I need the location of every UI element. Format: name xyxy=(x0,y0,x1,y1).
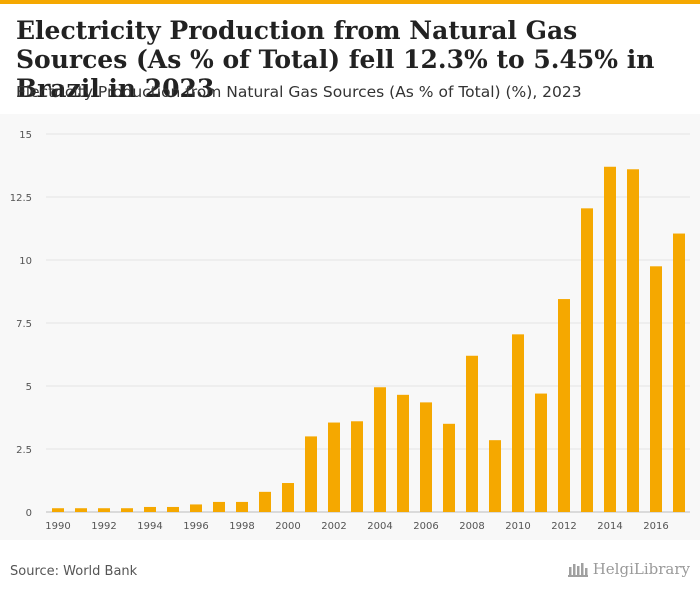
header: Electricity Production from Natural Gas … xyxy=(0,4,700,114)
x-tick-label: 2008 xyxy=(459,521,484,532)
bar-1997 xyxy=(213,501,225,512)
bar-1999 xyxy=(259,491,271,512)
bar-1992 xyxy=(98,508,110,512)
bar-2003 xyxy=(351,421,363,512)
bar-1998 xyxy=(236,501,248,512)
y-tick-label: 0 xyxy=(26,508,32,519)
y-tick-label: 12.5 xyxy=(10,193,32,204)
footer: Source: World Bank HelgiLibrary xyxy=(0,540,700,596)
x-tick-label: 1994 xyxy=(137,521,162,532)
bar-2016 xyxy=(650,266,662,512)
x-tick-label: 2006 xyxy=(413,521,438,532)
bar-2014 xyxy=(604,166,616,512)
bar-2017 xyxy=(673,233,685,512)
bar-2012 xyxy=(558,299,570,512)
bar-2010 xyxy=(512,334,524,512)
bar-2007 xyxy=(443,423,455,512)
chart-area: 0 2.5 5 7.5 10 12.5 15 1990 1992 1994 1996 1998 2000… xyxy=(0,114,700,540)
x-tick-label: 2014 xyxy=(597,521,622,532)
bar-2013 xyxy=(581,208,593,512)
bar-1995 xyxy=(167,506,179,512)
bar-1996 xyxy=(190,504,202,512)
top-accent-bar xyxy=(0,0,700,4)
x-tick-label: 2002 xyxy=(321,521,346,532)
x-tick-label: 2010 xyxy=(505,521,530,532)
bar-1991 xyxy=(75,508,87,512)
bar-2000 xyxy=(282,483,294,512)
chart-subtitle: Electricity Production from Natural Gas … xyxy=(16,83,582,101)
x-tick-label: 2016 xyxy=(643,521,668,532)
y-tick-label: 5 xyxy=(26,382,32,393)
source-label: Source: World Bank xyxy=(10,564,138,579)
library-icon xyxy=(567,563,588,577)
bar-2002 xyxy=(328,422,340,512)
bar-2011 xyxy=(535,393,547,512)
x-tick-label: 1996 xyxy=(183,521,208,532)
x-tick-label: 2004 xyxy=(367,521,392,532)
bar-2008 xyxy=(466,355,478,512)
bar-chart: 0 2.5 5 7.5 10 12.5 15 1990 1992 1994 1996 1998 2000… xyxy=(10,130,690,532)
bar-1993 xyxy=(121,508,133,512)
bar-2006 xyxy=(420,402,432,512)
brand-name: HelgiLibrary xyxy=(592,560,690,578)
bar-1990 xyxy=(52,508,64,512)
bar-2009 xyxy=(489,440,501,512)
y-tick-label: 2.5 xyxy=(16,445,32,456)
brand-logo: HelgiLibrary xyxy=(567,560,690,578)
x-tick-label: 1998 xyxy=(229,521,254,532)
bar-2001 xyxy=(305,436,317,512)
y-tick-label: 15 xyxy=(19,130,32,141)
x-tick-label: 2000 xyxy=(275,521,300,532)
y-tick-label: 10 xyxy=(19,256,32,267)
x-tick-label: 1992 xyxy=(91,521,116,532)
bar-2004 xyxy=(374,387,386,512)
bar-1994 xyxy=(144,506,156,512)
bar-2015 xyxy=(627,169,639,512)
y-tick-label: 7.5 xyxy=(16,319,32,330)
bar-2005 xyxy=(397,394,409,512)
x-tick-label: 2012 xyxy=(551,521,576,532)
chart-title: Electricity Production from Natural Gas … xyxy=(16,16,655,103)
x-tick-label: 1990 xyxy=(45,521,70,532)
